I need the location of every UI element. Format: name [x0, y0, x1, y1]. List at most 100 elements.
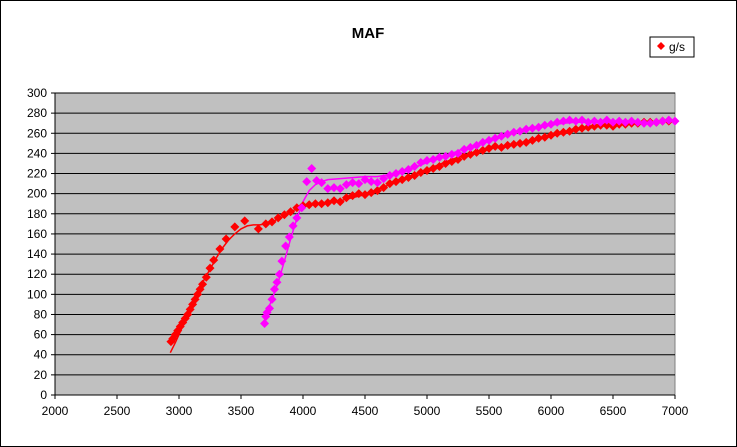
data-point-series-2-49	[515, 126, 525, 136]
data-point-series-1-59	[490, 141, 500, 151]
data-point-series-1-66	[534, 133, 544, 143]
data-point-series-2-14	[302, 177, 312, 187]
axes: 0 20 40 60 80 100 120 140 160 180 200 220 240 260 280 3…	[27, 86, 689, 418]
data-point-series-2-60	[583, 117, 593, 127]
data-point-series-2-38	[447, 149, 457, 159]
data-point-series-2-66	[620, 117, 630, 127]
data-point-series-1-37	[354, 189, 364, 199]
data-point-series-2-69	[639, 118, 649, 128]
data-point-series-1-30	[310, 199, 320, 209]
data-point-series-2-55	[552, 117, 562, 127]
data-point-series-1-40	[372, 186, 382, 196]
y-tick-label-80: 80	[34, 307, 48, 321]
data-point-series-2-8	[277, 256, 287, 266]
data-point-series-1-25	[279, 210, 289, 220]
data-point-series-2-6	[272, 277, 282, 287]
data-point-series-2-42	[472, 140, 482, 150]
y-tick-label-20: 20	[34, 368, 48, 382]
data-point-series-1-21	[253, 224, 263, 234]
x-tick-label-7000: 7000	[662, 404, 689, 418]
y-tick-label-0: 0	[40, 388, 47, 402]
data-point-series-1-62	[509, 139, 519, 149]
data-point-series-1-71	[565, 126, 575, 136]
data-point-series-1-75	[589, 121, 599, 131]
data-point-series-1-24	[273, 213, 283, 223]
x-tick-label-5000: 5000	[414, 404, 441, 418]
y-tick-label-100: 100	[27, 287, 47, 301]
data-point-series-2-71	[651, 117, 661, 127]
data-point-series-2-9	[281, 241, 291, 251]
x-tick-label-2500: 2500	[104, 404, 131, 418]
data-point-series-2-12	[292, 213, 302, 223]
data-point-series-1-34	[335, 197, 345, 207]
data-point-series-2-19	[329, 183, 339, 193]
data-point-series-1-29	[304, 200, 314, 210]
data-point-series-1-73	[577, 123, 587, 133]
data-point-series-2-10	[284, 232, 294, 242]
legend-marker-diamond	[657, 42, 665, 50]
y-tick-label-280: 280	[27, 106, 47, 120]
x-tick-label-4000: 4000	[290, 404, 317, 418]
data-point-series-2-7	[274, 269, 284, 279]
data-point-series-2-65	[614, 116, 624, 126]
y-tick-label-60: 60	[34, 328, 48, 342]
legend: g/s	[649, 36, 695, 58]
data-point-series-1-16	[209, 255, 219, 265]
data-point-series-1-20	[240, 216, 250, 226]
y-tick-label-200: 200	[27, 187, 47, 201]
data-point-series-2-31	[403, 165, 413, 175]
data-point-series-2-32	[410, 161, 420, 171]
data-point-series-2-36	[434, 152, 444, 162]
data-point-series-2-4	[267, 294, 277, 304]
data-point-series-1-26	[286, 207, 296, 217]
x-tick-label-6000: 6000	[538, 404, 565, 418]
data-point-series-1-50	[434, 161, 444, 171]
data-point-series-1-15	[205, 263, 215, 273]
data-point-series-1-17	[215, 244, 225, 254]
data-point-series-1-53	[453, 154, 463, 164]
data-point-series-1-23	[267, 217, 277, 227]
data-point-series-1-13	[198, 279, 208, 289]
data-point-series-2-73	[664, 115, 674, 125]
data-point-series-1-14	[201, 272, 211, 282]
data-point-series-2-11	[288, 221, 298, 231]
data-point-series-2-20	[335, 184, 345, 194]
x-tick-label-3000: 3000	[166, 404, 193, 418]
data-point-series-1-41	[379, 183, 389, 193]
data-point-series-2-3	[265, 303, 275, 313]
data-point-series-1-31	[317, 199, 327, 209]
data-point-series-2-61	[589, 116, 599, 126]
data-point-series-1-61	[503, 140, 513, 150]
data-point-series-1-19	[230, 222, 240, 232]
data-point-series-1-72	[571, 124, 581, 134]
data-point-series-2-15	[307, 164, 317, 173]
data-point-series-2-74	[670, 116, 680, 126]
data-point-series-2-50	[521, 124, 531, 134]
x-tick-label-6500: 6500	[600, 404, 627, 418]
y-tick-label-140: 140	[27, 247, 47, 261]
data-point-series-2-70	[645, 118, 655, 128]
data-points	[166, 115, 680, 347]
y-tick-label-240: 240	[27, 146, 47, 160]
data-point-series-2-18	[323, 184, 333, 194]
data-point-series-1-46	[410, 171, 420, 181]
plot-area	[54, 92, 676, 396]
data-point-series-1-63	[515, 138, 525, 148]
data-point-series-2-23	[354, 179, 364, 189]
x-tick-label-4500: 4500	[352, 404, 379, 418]
data-point-series-2-13	[297, 203, 307, 213]
y-tick-label-160: 160	[27, 227, 47, 241]
y-tick-label-40: 40	[34, 348, 48, 362]
data-point-series-1-77	[602, 120, 612, 130]
data-point-series-1-70	[558, 127, 568, 137]
data-point-series-2-51	[527, 123, 537, 133]
data-point-series-2-72	[658, 116, 668, 126]
x-tick-label-5500: 5500	[476, 404, 503, 418]
y-tick-label-260: 260	[27, 126, 47, 140]
data-point-series-1-18	[221, 234, 231, 244]
data-point-series-2-26	[372, 178, 382, 188]
data-point-series-2-17	[317, 178, 327, 188]
chart-title: MAF	[352, 25, 385, 42]
data-point-series-1-69	[552, 128, 562, 138]
